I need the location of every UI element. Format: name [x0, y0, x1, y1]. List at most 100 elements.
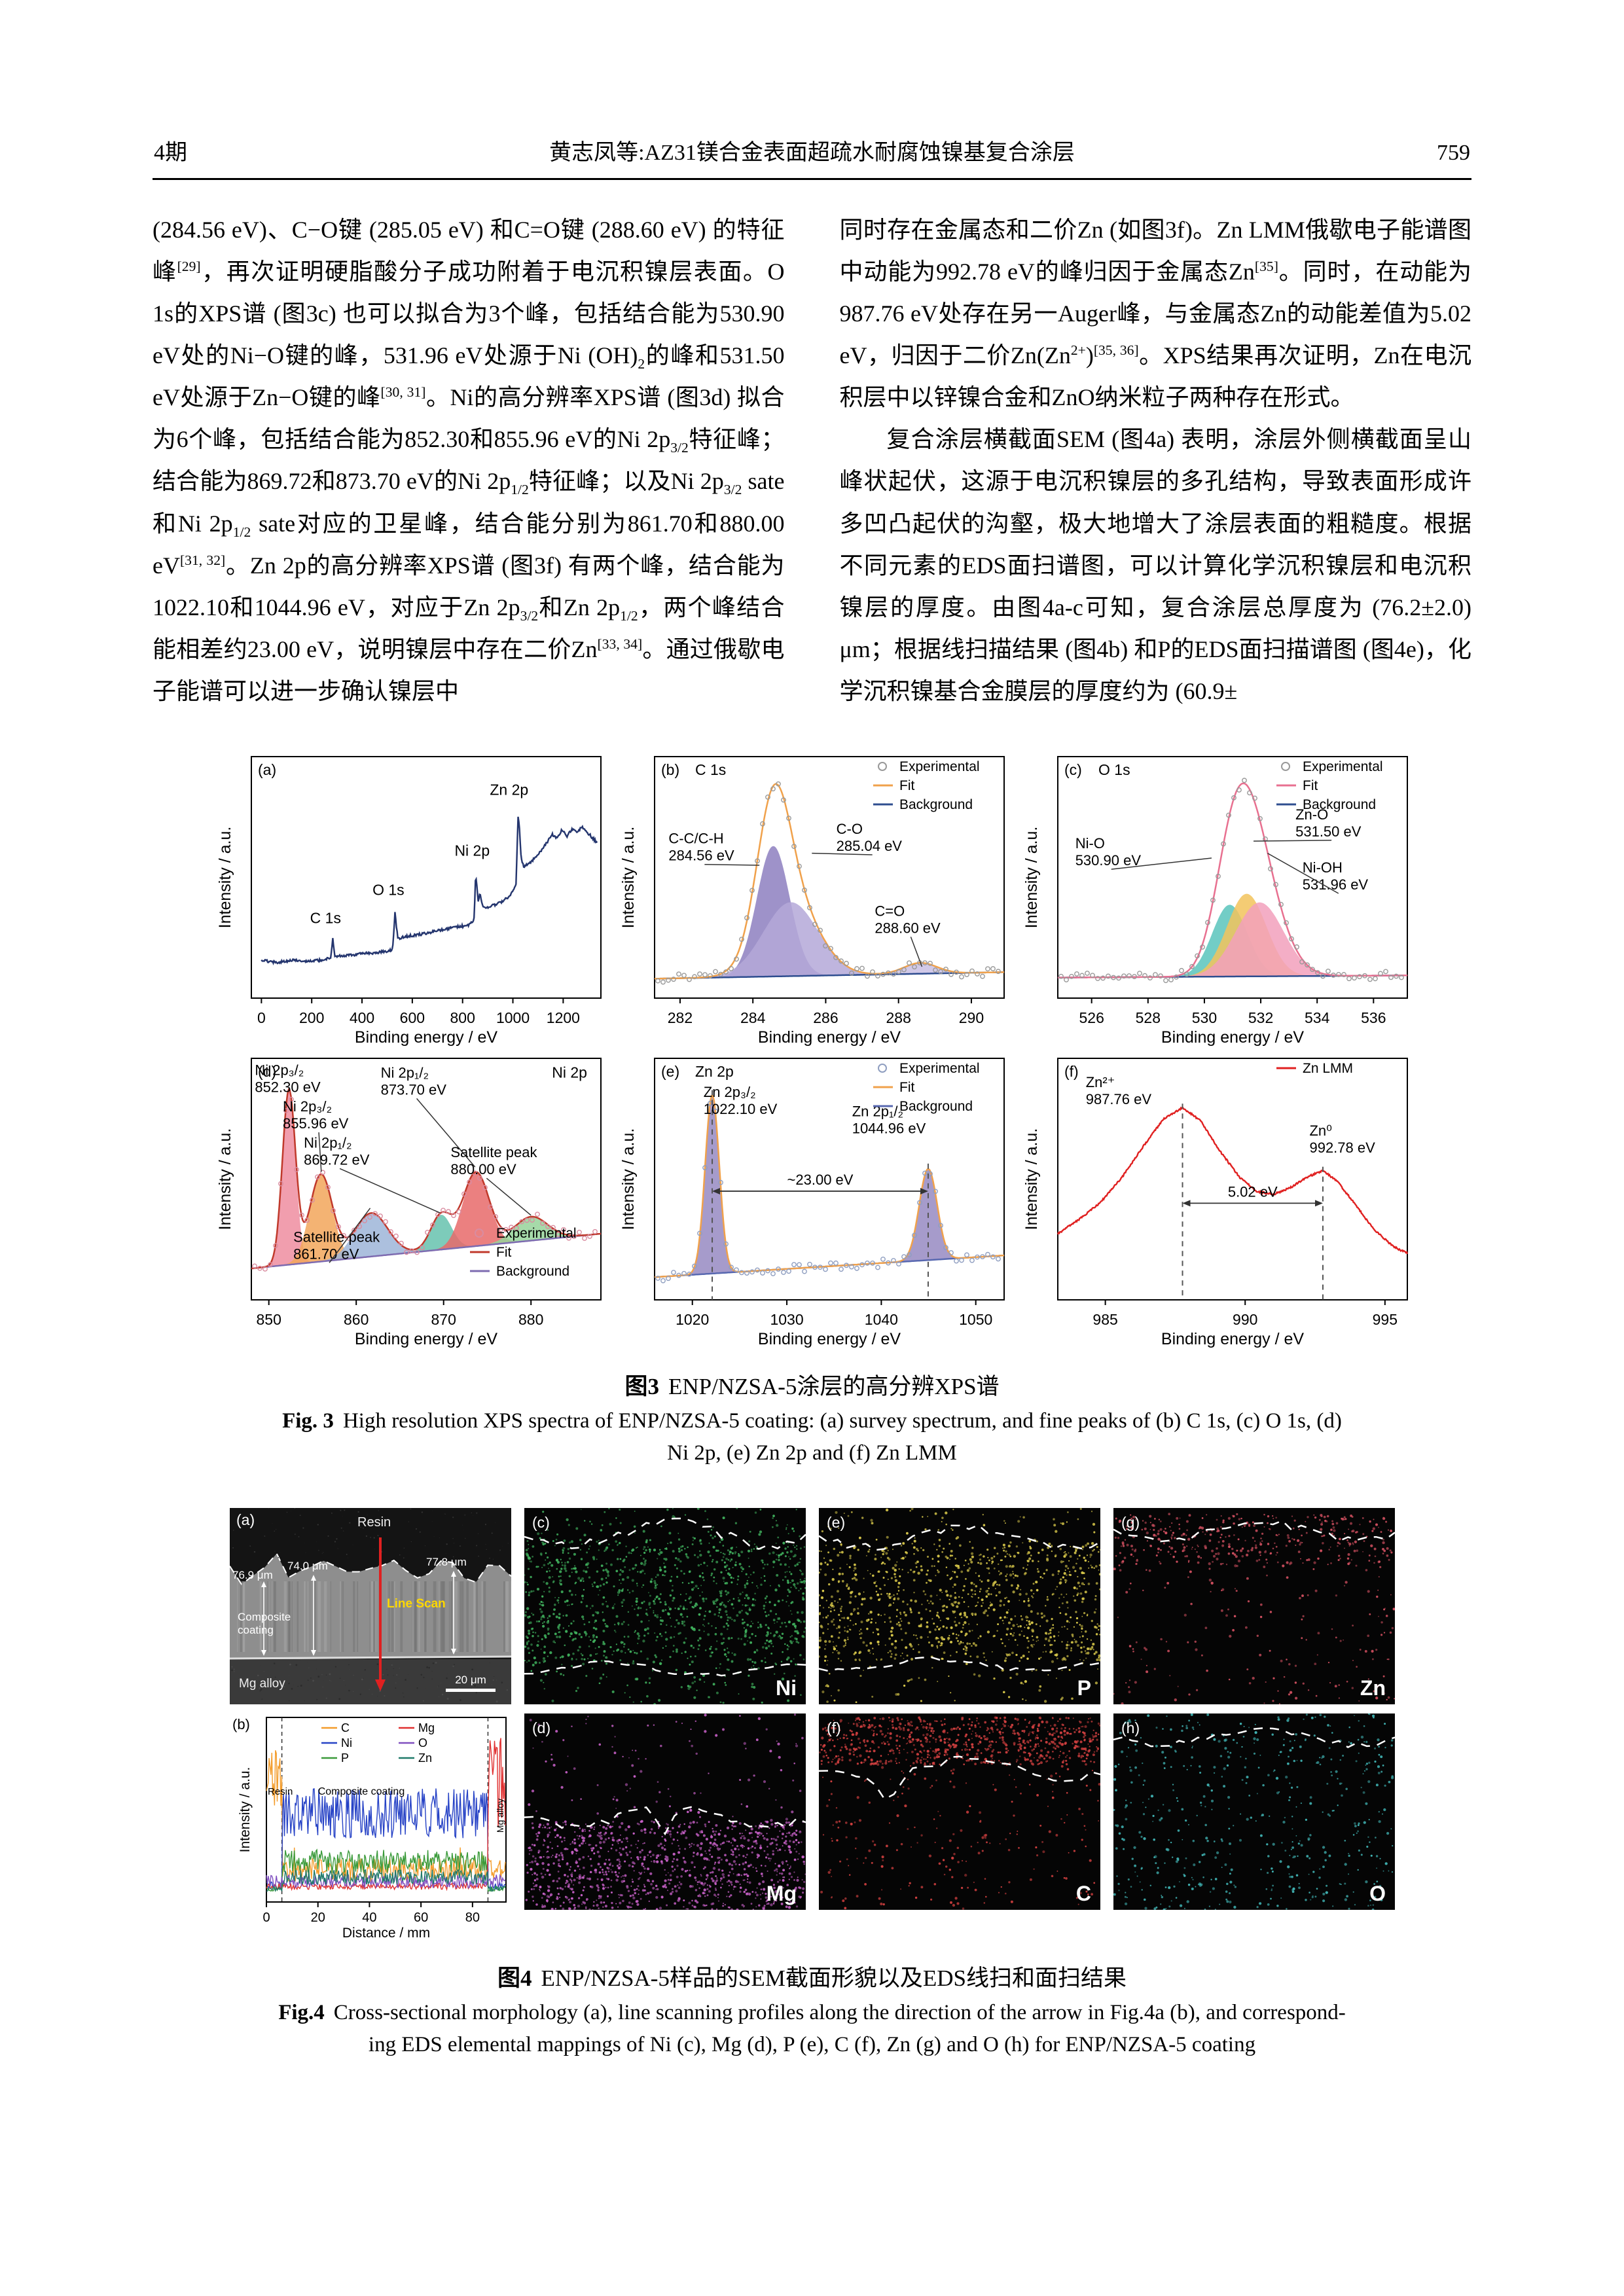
- sem-image-svg: (a) Resin 76.9 μm 74.0 μm 77.8 μm Line Scan Co…: [229, 1507, 511, 1704]
- svg-text:600: 600: [399, 1009, 424, 1026]
- svg-text:Intensity / a.u.: Intensity / a.u.: [1022, 827, 1041, 929]
- svg-text:1030: 1030: [770, 1311, 803, 1328]
- svg-text:Satellite peak: Satellite peak: [450, 1144, 537, 1160]
- svg-text:1040: 1040: [864, 1311, 897, 1328]
- xps-znlmm-panel: 985 990 995 Binding energy / eV Intensity / …: [1016, 1053, 1415, 1351]
- svg-text:(c): (c): [532, 1514, 550, 1531]
- svg-text:880.00 eV: 880.00 eV: [450, 1161, 516, 1177]
- svg-text:200: 200: [299, 1009, 324, 1026]
- right-column: 同时存在金属态和二价Zn (如图3f)。Zn LMM俄歇电子能谱图中动能为992…: [840, 209, 1472, 712]
- svg-text:C-C/C-H: C-C/C-H: [668, 831, 723, 847]
- svg-text:286: 286: [813, 1009, 838, 1026]
- ni2p-chart-svg: 850 860 870 880 Binding energy / eV Intensity…: [216, 1057, 602, 1348]
- map-zn-svg: (g) Zn: [1113, 1507, 1395, 1704]
- svg-text:(f): (f): [1064, 1063, 1079, 1080]
- figure3-caption-en-text1: High resolution XPS spectra of ENP/NZSA-…: [342, 1408, 1342, 1433]
- xps-ni2p-panel: 850 860 870 880 Binding energy / eV Intensity…: [209, 1053, 609, 1351]
- survey-chart-svg: 0 200 400 600 800 1000 1200 Binding energy / eV…: [216, 755, 602, 1047]
- svg-text:985: 985: [1092, 1311, 1117, 1328]
- figure4-caption-cn-label: 图4: [497, 1965, 532, 1991]
- svg-text:870: 870: [431, 1311, 456, 1328]
- svg-text:852.30 eV: 852.30 eV: [255, 1079, 321, 1096]
- svg-text:(a): (a): [258, 761, 276, 778]
- svg-text:1044.96 eV: 1044.96 eV: [852, 1120, 926, 1136]
- svg-text:(d): (d): [258, 1063, 276, 1080]
- svg-text:Ni: Ni: [341, 1736, 352, 1749]
- running-title: 黄志凤等:AZ31镁合金表面超疏水耐腐蚀镍基复合涂层: [549, 141, 1075, 165]
- svg-text:C-O: C-O: [836, 821, 862, 837]
- svg-text:(b): (b): [661, 761, 679, 778]
- svg-text:282: 282: [667, 1009, 692, 1026]
- eds-map-ni: (c) Ni: [524, 1507, 806, 1704]
- svg-text:880: 880: [518, 1311, 543, 1328]
- svg-text:Experimental: Experimental: [1303, 759, 1383, 774]
- svg-text:0: 0: [262, 1910, 270, 1925]
- zn2p-chart-svg: 1020 1030 1040 1050 Binding energy / eV Inten…: [619, 1057, 1005, 1348]
- svg-text:Ni 2p₃/₂: Ni 2p₃/₂: [283, 1098, 332, 1115]
- svg-text:Intensity / a.u.: Intensity / a.u.: [216, 827, 234, 929]
- svg-text:531.50 eV: 531.50 eV: [1295, 823, 1362, 840]
- svg-text:O 1s: O 1s: [372, 881, 405, 898]
- header-rule: [153, 178, 1471, 180]
- body-paragraph: 同时存在金属态和二价Zn (如图3f)。Zn LMM俄歇电子能谱图中动能为992…: [839, 217, 1472, 411]
- map-c-svg: (f)C: [818, 1713, 1100, 1910]
- svg-text:532: 532: [1248, 1009, 1272, 1026]
- svg-text:O 1s: O 1s: [1098, 761, 1130, 778]
- svg-text:Background: Background: [899, 797, 973, 812]
- svg-text:Ni 2p₁/₂: Ni 2p₁/₂: [304, 1134, 352, 1151]
- svg-text:Fit: Fit: [496, 1245, 511, 1260]
- svg-text:400: 400: [349, 1009, 374, 1026]
- o1s-chart-svg: 526 528 530 532 534 536 Binding energy / eV Int…: [1022, 755, 1408, 1047]
- figure4: (a) Resin 76.9 μm 74.0 μm 77.8 μm Line Scan Co…: [153, 1507, 1471, 2062]
- svg-text:285.04 eV: 285.04 eV: [836, 838, 902, 854]
- svg-text:860: 860: [344, 1311, 369, 1328]
- figure3-caption-en-label: Fig. 3: [282, 1408, 334, 1433]
- svg-text:Composite coating: Composite coating: [317, 1786, 405, 1797]
- svg-text:P: P: [1077, 1676, 1091, 1700]
- svg-text:Ni 2p: Ni 2p: [552, 1064, 587, 1081]
- svg-text:284: 284: [740, 1009, 766, 1026]
- svg-text:Ni 2p₃/₂: Ni 2p₃/₂: [255, 1062, 304, 1079]
- line-scan-chart-svg: 0 20 40 60 80 Distance / mm Intensity / a.u. CN…: [232, 1716, 507, 1941]
- left-column: (284.56 eV)、C−O键 (285.05 eV) 和C=O键 (288.…: [153, 209, 785, 712]
- figure4-caption-cn-text: ENP/NZSA-5样品的SEM截面形貌以及EDS线扫和面扫结果: [541, 1965, 1127, 1991]
- svg-text:Ni: Ni: [776, 1676, 797, 1700]
- c1s-chart-svg: 282 284 286 288 290 Binding energy / eV Intens…: [619, 755, 1005, 1047]
- znlmm-chart-svg: 985 990 995 Binding energy / eV Intensity / …: [1022, 1057, 1408, 1348]
- svg-text:Mg: Mg: [418, 1721, 435, 1734]
- svg-text:855.96 eV: 855.96 eV: [283, 1115, 349, 1132]
- page-header: 4期 黄志凤等:AZ31镁合金表面超疏水耐腐蚀镍基复合涂层 759: [153, 134, 1471, 178]
- svg-text:Background: Background: [1303, 797, 1376, 812]
- svg-text:Zn 2p₃/₂: Zn 2p₃/₂: [703, 1084, 755, 1100]
- map-ni-svg: (c) Ni: [524, 1507, 806, 1704]
- svg-text:Fit: Fit: [899, 1080, 914, 1095]
- svg-text:40: 40: [362, 1910, 376, 1925]
- svg-text:76.9 μm: 76.9 μm: [232, 1569, 273, 1581]
- svg-text:861.70 eV: 861.70 eV: [293, 1246, 359, 1262]
- svg-text:290: 290: [958, 1009, 983, 1026]
- figure3: 0 200 400 600 800 1000 1200 Binding energy / eV…: [153, 751, 1471, 1470]
- eds-map-o: (h) O: [1113, 1713, 1395, 1910]
- svg-text:Intensity / a.u.: Intensity / a.u.: [238, 1767, 253, 1853]
- svg-text:850: 850: [256, 1311, 281, 1328]
- svg-text:C 1s: C 1s: [310, 910, 340, 927]
- figure3-caption-cn-text: ENP/NZSA-5涂层的高分辨XPS谱: [668, 1373, 1000, 1399]
- figure3-caption-en: Fig. 3 High resolution XPS spectra of ENP…: [153, 1405, 1471, 1470]
- figure4-caption-cn: 图4 ENP/NZSA-5样品的SEM截面形貌以及EDS线扫和面扫结果: [153, 1960, 1471, 1993]
- svg-text:992.78 eV: 992.78 eV: [1309, 1139, 1375, 1156]
- svg-text:534: 534: [1305, 1009, 1330, 1026]
- figure4-caption-en-text1: Cross-sectional morphology (a), line sca…: [333, 2000, 1346, 2024]
- svg-text:Intensity / a.u.: Intensity / a.u.: [216, 1128, 234, 1230]
- svg-text:Ni-O: Ni-O: [1075, 835, 1104, 852]
- eds-line-scan-chart: 0 20 40 60 80 Distance / mm Intensity / a.u. C N…: [229, 1713, 511, 1943]
- svg-text:Ni-OH: Ni-OH: [1302, 859, 1342, 876]
- map-o-svg: (h)O: [1113, 1713, 1395, 1910]
- svg-text:77.8 μm: 77.8 μm: [426, 1556, 467, 1568]
- svg-text:Zn-O: Zn-O: [1295, 806, 1328, 823]
- figure3-caption-cn-label: 图3: [624, 1373, 659, 1399]
- svg-text:Experimental: Experimental: [899, 1061, 980, 1076]
- svg-text:1020: 1020: [676, 1311, 709, 1328]
- svg-text:Mg alloy: Mg alloy: [239, 1677, 285, 1691]
- svg-text:(c): (c): [1064, 761, 1082, 778]
- eds-maps-grid: (c) Ni (e) P (g) Zn (d) Mg (f) C (h) O: [524, 1507, 1395, 1943]
